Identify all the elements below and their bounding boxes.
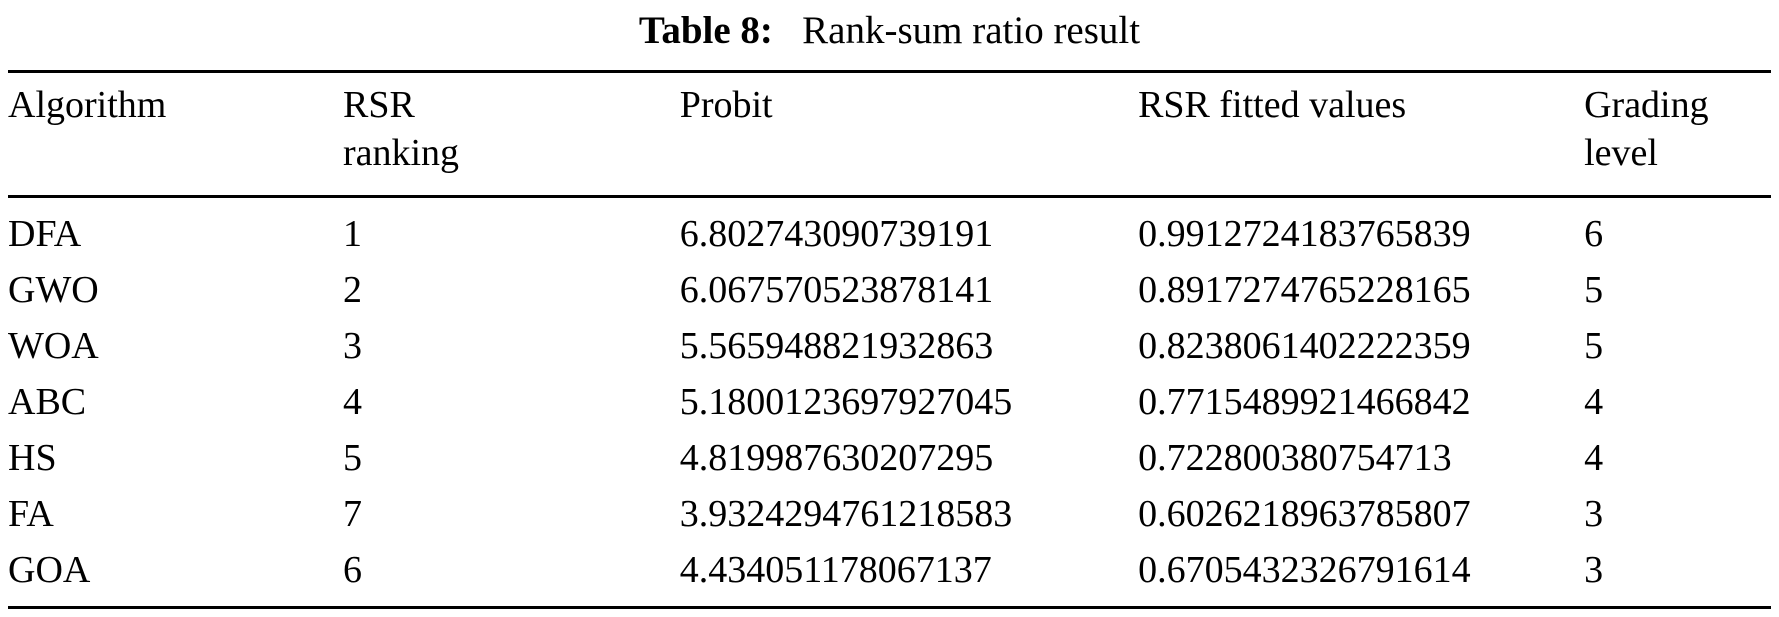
cell-rsr-ranking: 4 xyxy=(342,381,362,423)
cell-probit: 5.1800123697927045 xyxy=(679,381,1013,423)
cell-rsr-ranking: 3 xyxy=(342,325,362,367)
table-row: FA 7 3.9324294761218583 0.60262189637858… xyxy=(8,486,1771,542)
column-header-rsr-ranking: RSR ranking xyxy=(342,70,680,198)
cell-grading-level: 3 xyxy=(1584,493,1604,535)
caption-label: Table 8: xyxy=(638,9,773,52)
column-header-label: Algorithm xyxy=(8,84,167,126)
column-header-label: RSR ranking xyxy=(342,84,460,174)
cell-algorithm: GWO xyxy=(8,269,99,311)
cell-rsr-fitted: 0.722800380754713 xyxy=(1138,437,1452,479)
caption-text: Rank-sum ratio result xyxy=(802,9,1141,52)
cell-rsr-fitted: 0.7715489921466842 xyxy=(1138,381,1471,423)
cell-probit: 6.802743090739191 xyxy=(679,213,994,255)
table-row: GOA 6 4.434051178067137 0.67054323267916… xyxy=(8,542,1771,609)
column-header-rsr-fitted-values: RSR fitted values xyxy=(1138,70,1585,198)
cell-rsr-fitted: 0.6026218963785807 xyxy=(1138,493,1471,535)
cell-algorithm: WOA xyxy=(8,325,99,367)
cell-grading-level: 6 xyxy=(1584,213,1604,255)
cell-grading-level: 5 xyxy=(1584,325,1604,367)
table-header: Algorithm RSR ranking Probit RSR fitted … xyxy=(8,70,1771,198)
cell-probit: 6.067570523878141 xyxy=(679,269,994,311)
cell-rsr-ranking: 7 xyxy=(342,493,362,535)
cell-grading-level: 4 xyxy=(1584,381,1604,423)
cell-probit: 4.434051178067137 xyxy=(679,542,1139,609)
cell-algorithm: HS xyxy=(8,437,57,479)
cell-probit: 5.565948821932863 xyxy=(679,325,994,367)
cell-probit: 3.9324294761218583 xyxy=(679,493,1013,535)
column-header-label: RSR fitted values xyxy=(1138,84,1407,126)
column-header-algorithm: Algorithm xyxy=(8,70,343,198)
cell-grading-level: 4 xyxy=(1584,437,1604,479)
column-header-label: Probit xyxy=(679,84,773,126)
cell-rsr-fitted: 0.9912724183765839 xyxy=(1138,213,1471,255)
cell-grading-level: 5 xyxy=(1584,269,1604,311)
table-row: DFA 1 6.802743090739191 0.99127241837658… xyxy=(8,197,1771,263)
cell-rsr-ranking: 1 xyxy=(342,213,362,255)
cell-algorithm: DFA xyxy=(8,213,82,255)
table-row: GWO 2 6.067570523878141 0.89172747652281… xyxy=(8,262,1771,318)
cell-rsr-ranking: 2 xyxy=(342,269,362,311)
table-row: ABC 4 5.1800123697927045 0.7715489921466… xyxy=(8,374,1771,430)
cell-algorithm: GOA xyxy=(8,542,343,609)
cell-rsr-fitted: 0.8238061402222359 xyxy=(1138,325,1471,367)
cell-rsr-ranking: 5 xyxy=(342,437,362,479)
rank-sum-ratio-table: Algorithm RSR ranking Probit RSR fitted … xyxy=(8,70,1771,609)
table-caption: Table 8: Rank-sum ratio result xyxy=(0,0,1779,70)
header-row: Algorithm RSR ranking Probit RSR fitted … xyxy=(8,70,1771,198)
column-header-grading-level: Grading level xyxy=(1584,70,1771,198)
cell-algorithm: FA xyxy=(8,493,54,535)
caption-spacer xyxy=(783,9,803,52)
table-row: HS 5 4.819987630207295 0.722800380754713… xyxy=(8,430,1771,486)
cell-probit: 4.819987630207295 xyxy=(679,437,994,479)
cell-grading-level: 3 xyxy=(1584,542,1771,609)
table-row: WOA 3 5.565948821932863 0.82380614022223… xyxy=(8,318,1771,374)
cell-rsr-fitted: 0.8917274765228165 xyxy=(1138,269,1471,311)
table-body: DFA 1 6.802743090739191 0.99127241837658… xyxy=(8,197,1771,609)
cell-algorithm: ABC xyxy=(8,381,87,423)
column-header-probit: Probit xyxy=(679,70,1139,198)
cell-rsr-ranking: 6 xyxy=(342,542,680,609)
cell-rsr-fitted: 0.6705432326791614 xyxy=(1138,542,1585,609)
column-header-label: Grading level xyxy=(1584,84,1709,174)
